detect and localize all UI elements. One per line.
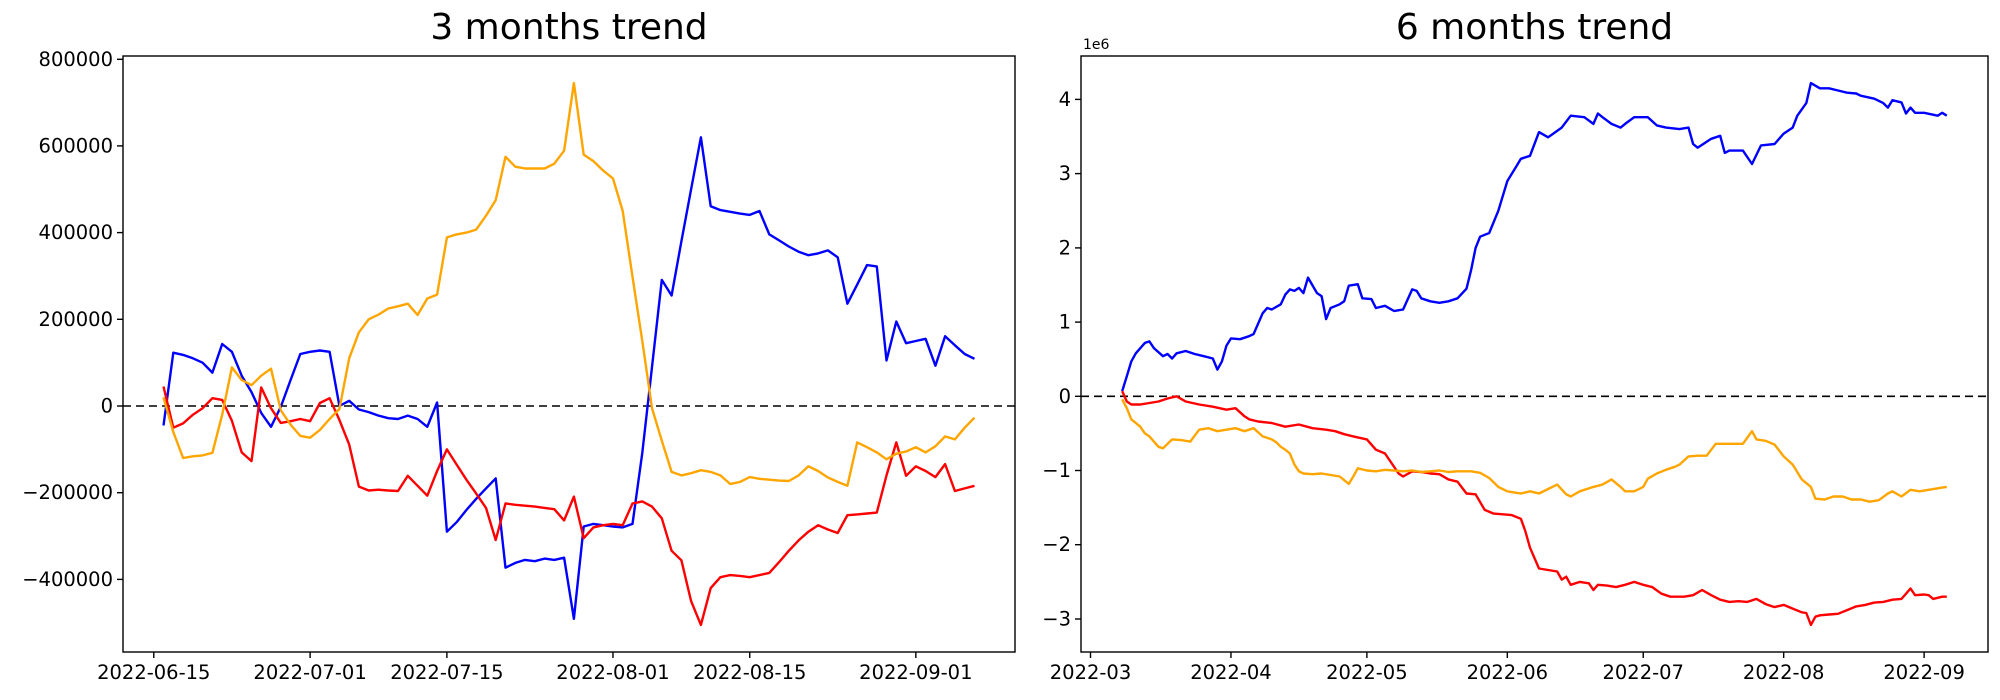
plot-frame (1080, 55, 1989, 653)
y-axis-offset-label: 1e6 (1083, 37, 1110, 53)
x-tick-label: 2022-07 (1602, 661, 1683, 684)
series-red (1121, 390, 1947, 627)
y-tick-label: 200000 (39, 308, 113, 331)
x-tick-label: 2022-05 (1326, 661, 1407, 684)
y-tick-label: 600000 (39, 134, 113, 157)
y-tick-label: 800000 (39, 48, 113, 71)
y-tick-label: 1 (1059, 311, 1071, 334)
left-chart-title: 3 months trend (430, 7, 708, 48)
y-tick-label: 400000 (39, 221, 113, 244)
y-tick-label: −400000 (22, 568, 113, 591)
y-tick-label: −2 (1042, 533, 1071, 556)
plot-frame (122, 55, 1016, 653)
y-tick-label: 3 (1059, 162, 1071, 185)
x-tick-label: 2022-08 (1743, 661, 1824, 684)
series-orange (162, 81, 976, 487)
six-months-chart: 2022-03 2022-04 2022-05 2022-06 2022-07 2022-… (1042, 37, 1989, 684)
y-tick-label: −1 (1042, 459, 1071, 482)
x-tick-label: 2022-08-01 (556, 661, 669, 684)
x-axis: 2022-03 2022-04 2022-05 2022-06 2022-07 2022-… (1050, 652, 1965, 684)
y-tick-label: −3 (1042, 608, 1071, 631)
x-tick-label: 2022-06 (1467, 661, 1548, 684)
three-months-chart: 2022-06-15 2022-07-01 2022-07-15 2022-08-01… (22, 48, 1016, 684)
y-axis: 4 3 2 1 0 −1 −2 −3 (1042, 88, 1081, 631)
x-tick-label: 2022-07-15 (390, 661, 503, 684)
x-tick-label: 2022-03 (1050, 661, 1131, 684)
y-tick-label: 2 (1059, 236, 1071, 259)
right-chart-title: 6 months trend (1395, 7, 1674, 48)
y-axis: 800000 600000 400000 200000 0 −200000 −400000 (22, 48, 123, 591)
x-tick-label: 2022-09-01 (859, 661, 972, 684)
y-tick-label: 0 (1059, 385, 1071, 408)
series-blue (162, 136, 976, 620)
x-tick-label: 2022-06-15 (97, 661, 210, 684)
x-tick-label: 2022-04 (1190, 661, 1271, 684)
y-tick-label: −200000 (22, 481, 113, 504)
x-axis: 2022-06-15 2022-07-01 2022-07-15 2022-08-01… (97, 652, 972, 684)
x-tick-label: 2022-08-15 (693, 661, 806, 684)
y-tick-label: 4 (1059, 88, 1071, 111)
series-blue (1121, 81, 1948, 392)
series-orange (1121, 398, 1947, 503)
y-tick-label: 0 (101, 395, 113, 418)
x-tick-label: 2022-07-01 (253, 661, 366, 684)
series-red (162, 386, 975, 627)
x-tick-label: 2022-09 (1883, 661, 1964, 684)
